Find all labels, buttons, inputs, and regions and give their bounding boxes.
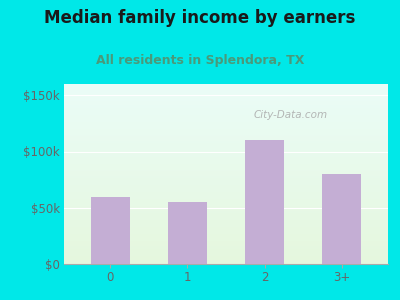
- Bar: [168, 202, 207, 264]
- Text: City-Data.com: City-Data.com: [254, 110, 328, 120]
- Bar: [322, 174, 361, 264]
- Text: All residents in Splendora, TX: All residents in Splendora, TX: [96, 54, 304, 67]
- Text: Median family income by earners: Median family income by earners: [44, 9, 356, 27]
- Bar: [245, 140, 284, 264]
- Bar: [91, 196, 130, 264]
